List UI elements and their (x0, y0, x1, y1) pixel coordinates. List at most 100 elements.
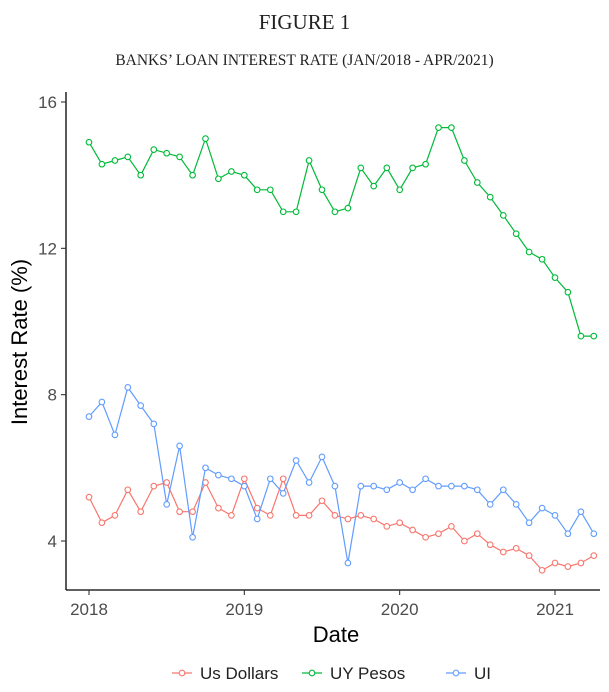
legend-item-ui: UI (446, 664, 491, 683)
data-point-ui (344, 559, 352, 567)
data-point-ui (383, 486, 391, 494)
data-point-us-dollars (512, 544, 520, 552)
data-point-ui (111, 431, 119, 439)
data-point-uy-pesos (305, 157, 313, 164)
data-point-us-dollars (253, 504, 261, 512)
data-point-uy-pesos (150, 146, 158, 153)
data-point-us-dollars (486, 541, 494, 549)
data-point-us-dollars (473, 530, 481, 538)
data-point-uy-pesos (486, 193, 494, 201)
data-point-uy-pesos (240, 171, 248, 179)
data-point-ui (564, 530, 572, 538)
data-point-us-dollars (357, 512, 365, 519)
data-point-ui (486, 501, 494, 508)
data-point-us-dollars (383, 523, 391, 530)
y-ticks: 4 8 12 16 (38, 93, 66, 551)
x-tick-label: 2021 (536, 600, 574, 619)
data-point-ui (215, 471, 222, 479)
data-point-uy-pesos (409, 164, 416, 172)
data-point-uy-pesos (551, 274, 559, 281)
data-point-us-dollars (189, 508, 196, 516)
data-point-ui (422, 475, 429, 483)
data-point-uy-pesos (124, 153, 132, 161)
data-point-uy-pesos (228, 168, 235, 175)
data-point-uy-pesos (215, 175, 222, 183)
data-point-uy-pesos (383, 164, 391, 172)
data-point-ui (525, 519, 533, 527)
data-point-uy-pesos (590, 332, 598, 340)
data-point-us-dollars (409, 526, 416, 534)
data-point-us-dollars (538, 566, 546, 574)
data-point-uy-pesos (189, 171, 196, 179)
data-point-us-dollars (98, 519, 106, 527)
data-point-uy-pesos (137, 171, 145, 179)
data-point-us-dollars (111, 512, 119, 519)
data-point-ui (176, 442, 183, 450)
data-point-us-dollars (590, 552, 598, 559)
data-point-uy-pesos (253, 186, 261, 194)
legend-label: UI (474, 664, 491, 683)
axes (65, 92, 600, 591)
data-point-us-dollars (305, 512, 313, 519)
data-point-ui (124, 384, 132, 391)
figure-label: FIGURE 1 (258, 10, 351, 34)
data-point-uy-pesos (435, 124, 442, 131)
data-point-ui (448, 482, 455, 490)
data-point-ui (499, 486, 507, 494)
data-point-us-dollars (176, 508, 183, 516)
data-point-ui (538, 504, 546, 512)
legend-item-uy-pesos: UY Pesos (302, 664, 405, 683)
x-ticks: 2018 2019 2020 2021 (70, 590, 574, 619)
data-point-uy-pesos (448, 124, 455, 131)
series-us-dollars (85, 475, 598, 574)
data-point-uy-pesos (461, 157, 468, 164)
data-point-ui (98, 398, 106, 406)
data-point-uy-pesos (85, 138, 93, 146)
data-point-ui (435, 482, 442, 490)
data-point-us-dollars (124, 486, 132, 494)
data-point-us-dollars (448, 523, 455, 530)
y-tick-label: 8 (48, 386, 57, 405)
data-point-ui (461, 482, 468, 490)
data-point-ui (318, 453, 326, 461)
data-point-uy-pesos (499, 212, 507, 219)
y-axis-title: Interest Rate (%) (7, 259, 32, 425)
data-point-uy-pesos (266, 186, 274, 194)
data-point-us-dollars (370, 515, 378, 523)
data-point-ui (409, 486, 416, 494)
data-point-us-dollars (137, 508, 145, 516)
data-point-us-dollars (240, 475, 248, 483)
data-point-us-dollars (396, 519, 404, 527)
data-point-uy-pesos (202, 135, 209, 142)
data-point-uy-pesos (331, 208, 339, 216)
data-point-ui (85, 413, 93, 420)
data-point-ui (189, 533, 196, 541)
data-point-us-dollars (215, 504, 222, 512)
data-point-ui (396, 479, 404, 486)
x-tick-label: 2018 (70, 600, 108, 619)
series-line-ui (88, 386, 595, 564)
data-point-uy-pesos (111, 157, 119, 164)
data-point-ui (512, 501, 520, 508)
data-point-us-dollars (163, 479, 171, 486)
data-point-us-dollars (228, 512, 235, 519)
series-ui (85, 384, 598, 567)
legend: Us Dollars UY Pesos UI (172, 664, 491, 683)
data-point-uy-pesos (564, 288, 572, 296)
data-point-us-dollars (551, 559, 559, 567)
data-point-us-dollars (525, 552, 533, 559)
x-tick-label: 2020 (381, 600, 419, 619)
data-point-ui (150, 420, 158, 428)
legend-label: UY Pesos (330, 664, 405, 683)
legend-key-point (178, 669, 186, 677)
data-point-ui (266, 475, 274, 483)
data-point-us-dollars (85, 493, 93, 501)
data-point-us-dollars (150, 482, 158, 490)
chart-subtitle: BANKS’ LOAN INTEREST RATE (JAN/2018 - AP… (115, 52, 494, 69)
data-point-uy-pesos (163, 149, 171, 157)
series-uy-pesos (85, 124, 598, 340)
data-point-ui (551, 512, 559, 519)
series-line-us-dollars (88, 476, 595, 572)
x-tick-label: 2019 (225, 600, 263, 619)
data-point-ui (253, 515, 261, 523)
